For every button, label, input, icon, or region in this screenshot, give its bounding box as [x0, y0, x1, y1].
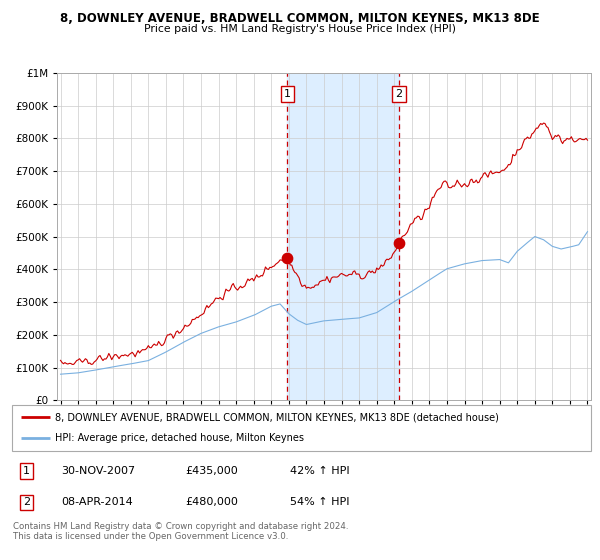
Text: 2: 2: [23, 497, 30, 507]
Text: HPI: Average price, detached house, Milton Keynes: HPI: Average price, detached house, Milt…: [55, 433, 304, 444]
Point: [394, 239, 404, 248]
Text: 30-NOV-2007: 30-NOV-2007: [61, 466, 136, 476]
Text: 8, DOWNLEY AVENUE, BRADWELL COMMON, MILTON KEYNES, MK13 8DE: 8, DOWNLEY AVENUE, BRADWELL COMMON, MILT…: [60, 12, 540, 25]
Text: 08-APR-2014: 08-APR-2014: [61, 497, 133, 507]
Text: 54% ↑ HPI: 54% ↑ HPI: [290, 497, 349, 507]
Text: 2: 2: [395, 89, 403, 99]
Bar: [287, 73, 399, 400]
Text: 1: 1: [284, 89, 291, 99]
Text: Contains HM Land Registry data © Crown copyright and database right 2024.
This d: Contains HM Land Registry data © Crown c…: [13, 522, 349, 542]
Text: £435,000: £435,000: [186, 466, 238, 476]
Text: £480,000: £480,000: [186, 497, 239, 507]
Text: Price paid vs. HM Land Registry's House Price Index (HPI): Price paid vs. HM Land Registry's House …: [144, 24, 456, 34]
Text: 8, DOWNLEY AVENUE, BRADWELL COMMON, MILTON KEYNES, MK13 8DE (detached house): 8, DOWNLEY AVENUE, BRADWELL COMMON, MILT…: [55, 412, 499, 422]
Point: [283, 254, 292, 263]
FancyBboxPatch shape: [12, 405, 591, 451]
Text: 1: 1: [23, 466, 30, 476]
Text: 42% ↑ HPI: 42% ↑ HPI: [290, 466, 350, 476]
